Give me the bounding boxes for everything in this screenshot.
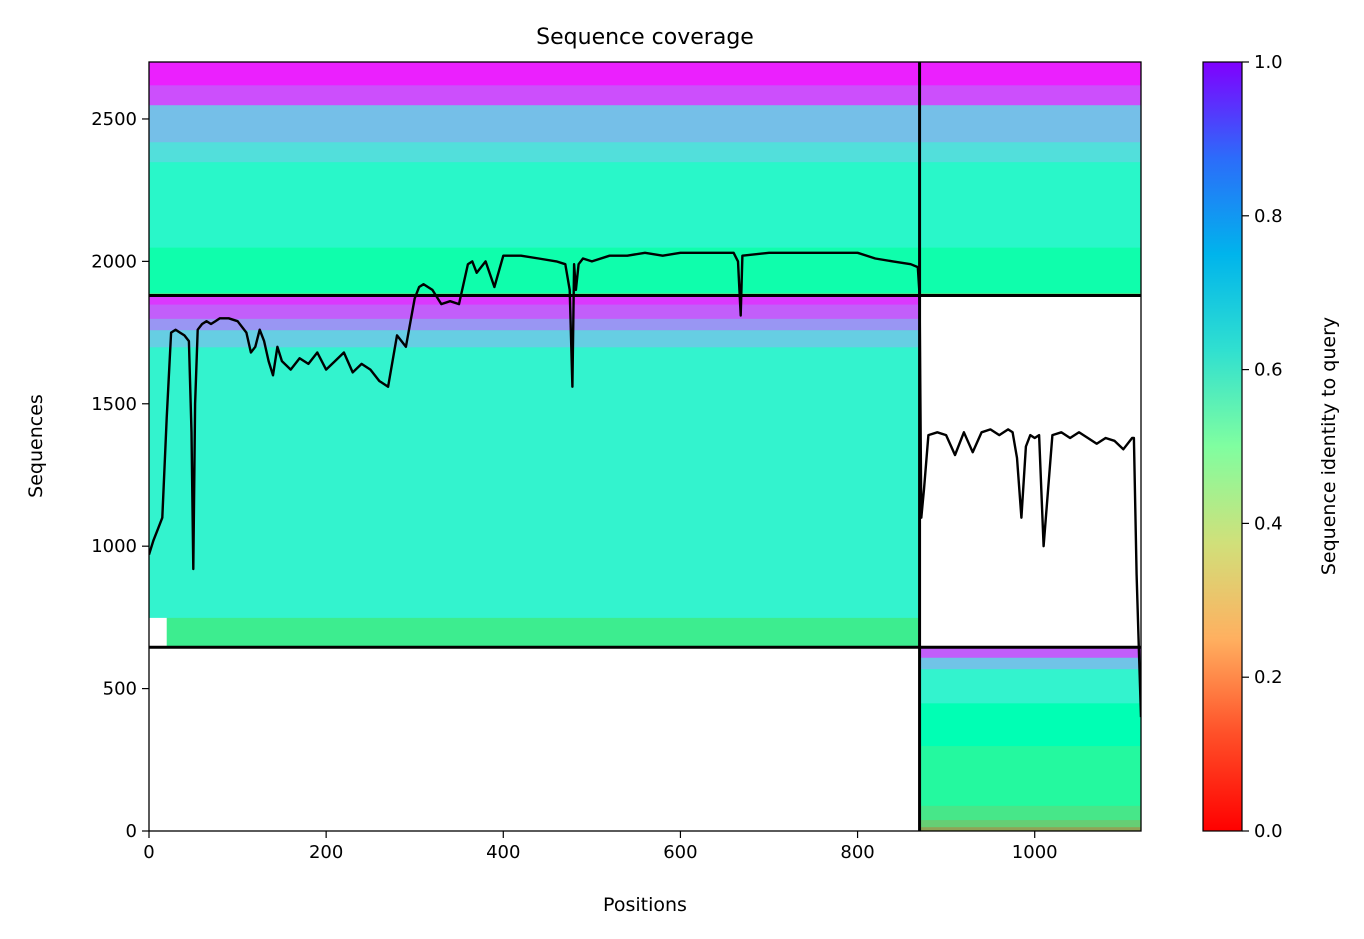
x-tick-label-3: 600 (663, 842, 697, 863)
x-tick-label-1: 200 (309, 842, 343, 863)
heatmap-band-2-6 (919, 657, 1141, 670)
y-tick-label-0: 0 (126, 821, 137, 842)
x-tick-label-0: 0 (143, 842, 154, 863)
y-tick-label-1: 500 (103, 679, 137, 700)
heatmap-band-0-0 (166, 617, 920, 648)
heatmap-band-0-1 (149, 346, 920, 618)
y-tick-label-4: 2000 (91, 251, 137, 272)
y-axis: 0 500 1000 1500 2000 2500 (91, 109, 149, 842)
heatmap-band-1-1 (149, 247, 1141, 294)
colorbar-tick-label-1: 0.2 (1254, 667, 1283, 688)
colorbar-label: Sequence identity to query (1318, 317, 1340, 575)
colorbar-tick-label-0: 0.0 (1254, 821, 1283, 842)
heatmap-band-0-5 (149, 295, 920, 305)
x-tick-label-2: 400 (486, 842, 520, 863)
y-tick-label-5: 2500 (91, 109, 137, 130)
heatmap-band-1-5 (149, 84, 1141, 106)
x-axis-label: Positions (603, 894, 687, 916)
colorbar-axis: 0.0 0.2 0.4 0.6 0.8 1.0 (1242, 52, 1283, 842)
heatmap-band-2-1 (919, 819, 1141, 828)
x-tick-label-5: 1000 (1012, 842, 1058, 863)
colorbar-tick-label-3: 0.6 (1254, 360, 1283, 381)
colorbar-tick-label-2: 0.4 (1254, 513, 1283, 534)
heatmap-band-2-7 (919, 647, 1141, 658)
heatmap-band-0-2 (149, 329, 920, 348)
heatmap-band-0-3 (149, 318, 920, 331)
chart-title: Sequence coverage (536, 25, 754, 50)
y-tick-label-3: 1500 (91, 394, 137, 415)
heatmap-band-2-4 (919, 702, 1141, 747)
colorbar-tick-label-5: 1.0 (1254, 52, 1283, 73)
colorbar-tick-label-4: 0.8 (1254, 206, 1283, 227)
x-axis: 0 200 400 600 800 1000 (143, 831, 1058, 863)
coverage-heatmap (149, 62, 1141, 831)
y-tick-label-2: 1000 (91, 536, 137, 557)
plot-frame (148, 61, 1142, 832)
heatmap-band-2-0 (919, 826, 1141, 831)
heatmap-band-1-3 (149, 141, 1141, 163)
colorbar (1202, 61, 1243, 832)
heatmap-band-1-2 (149, 161, 1141, 248)
heatmap-band-2-2 (919, 805, 1141, 821)
heatmap-band-0-4 (149, 304, 920, 319)
coverage-line (149, 251, 1141, 718)
heatmap-band-1-6 (149, 62, 1141, 86)
x-tick-label-4: 800 (840, 842, 874, 863)
heatmap-band-2-3 (919, 745, 1141, 806)
y-axis-label: Sequences (25, 394, 47, 498)
heatmap-band-1-4 (149, 104, 1141, 143)
heatmap-band-2-5 (919, 668, 1141, 704)
